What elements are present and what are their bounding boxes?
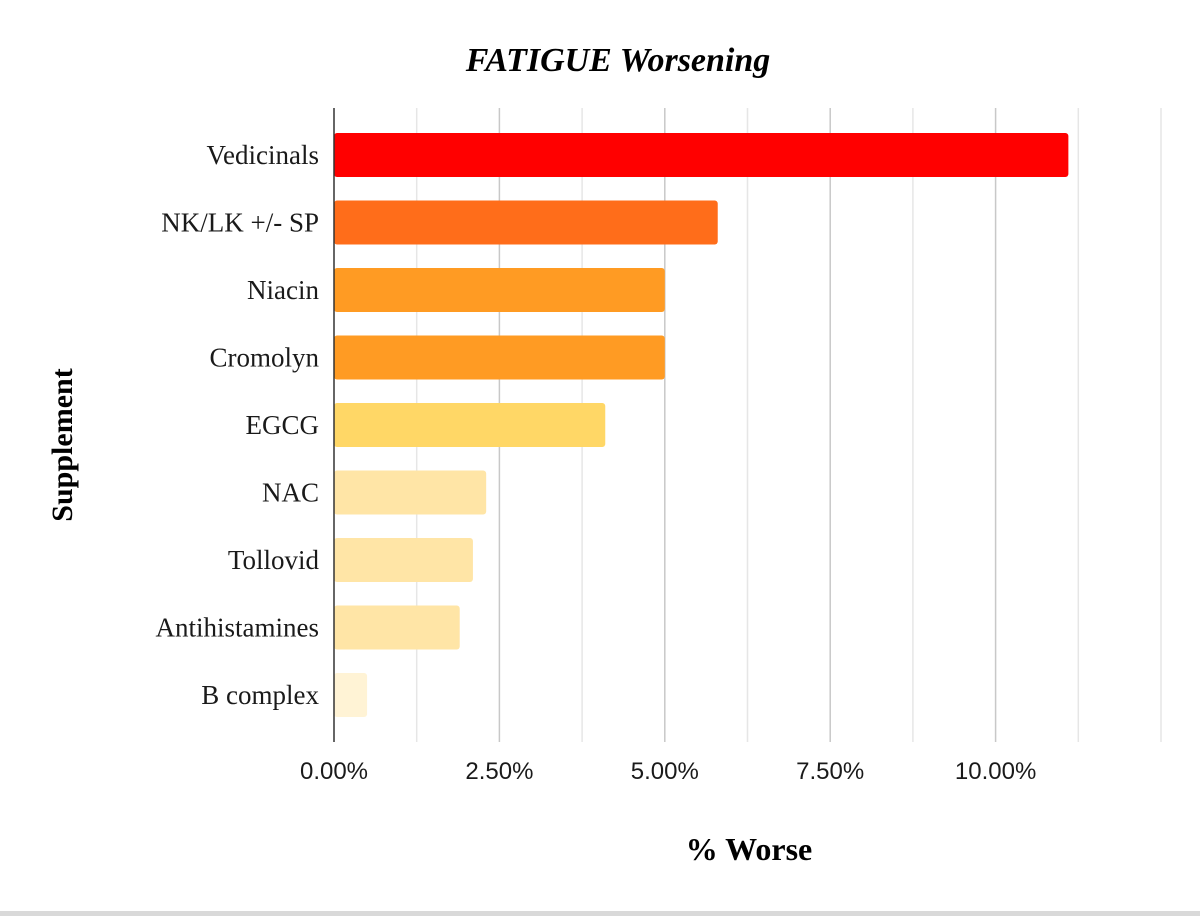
category-label: Niacin [247, 275, 319, 305]
bar-nk-lk-sp [334, 200, 718, 245]
bar-cromolyn [334, 335, 665, 380]
category-label: EGCG [246, 410, 320, 440]
category-label: NAC [262, 478, 319, 508]
x-tick-label: 0.00% [300, 758, 368, 785]
bar-egcg [334, 403, 606, 447]
bottom-divider [0, 911, 1200, 916]
category-label: Antihistamines [156, 613, 320, 643]
bar-tollovid [334, 538, 473, 582]
x-tick-label: 7.50% [796, 758, 864, 785]
x-tick-label: 10.00% [955, 758, 1036, 785]
category-label: B complex [201, 680, 319, 710]
bar-nac [334, 470, 487, 515]
bar-b-complex [334, 673, 368, 717]
x-tick-label: 5.00% [631, 758, 699, 785]
x-tick-labels: 0.00% 2.50% 5.00% 7.50% 10.00% [300, 758, 1036, 785]
bar-vedicinals [334, 133, 1069, 177]
bar-antihistamines [334, 605, 460, 650]
y-axis-title: Supplement [46, 368, 79, 521]
x-tick-label: 2.50% [465, 758, 533, 785]
category-labels: Vedicinals NK/LK +/- SP Niacin Cromolyn EGCG… [156, 140, 320, 710]
chart-title: FATIGUE Worsening [465, 42, 771, 79]
category-label: Tollovid [228, 545, 320, 575]
x-axis-title: % Worse [686, 831, 813, 867]
bars [334, 133, 1069, 717]
category-label: NK/LK +/- SP [161, 208, 319, 238]
category-label: Cromolyn [209, 343, 319, 373]
bar-niacin [334, 268, 665, 312]
category-label: Vedicinals [207, 140, 319, 170]
